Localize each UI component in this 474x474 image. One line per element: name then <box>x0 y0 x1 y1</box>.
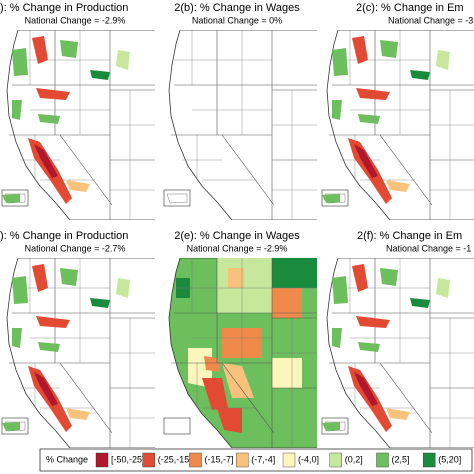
legend-label: [-50,-25] <box>111 454 145 464</box>
legend-title: % Change <box>46 454 88 464</box>
map-a <box>2 30 160 220</box>
legend-swatch <box>329 452 342 468</box>
panel-subtitle: National Change = 0% <box>192 15 282 25</box>
legend-label: (5,20] <box>438 454 461 464</box>
map-f <box>322 258 474 448</box>
panel-title: 2(e): % Change in Wages <box>174 230 300 242</box>
panel-subtitle: National Change = -3 <box>388 15 473 25</box>
legend-swatch <box>189 452 202 468</box>
legend-label: (-25,-15] <box>158 454 192 464</box>
panel-subtitle: National Change = -2.9% <box>187 243 288 253</box>
map-e <box>163 258 317 448</box>
panel-title: ): % Change in Production <box>0 230 128 242</box>
map-c <box>322 30 474 220</box>
panel-subtitle: National Change = -2.7% <box>25 243 126 253</box>
panel-subtitle: National Change = -1 <box>386 243 471 253</box>
legend-label: (0,2] <box>345 454 363 464</box>
map-b <box>163 30 317 220</box>
panel-subtitle: National Change = -2.9% <box>25 15 126 25</box>
panel-title: ): % Change in Production <box>0 2 128 14</box>
legend-label: (-4,0] <box>298 454 319 464</box>
legend-swatch <box>282 452 296 468</box>
legend-swatch <box>236 452 249 468</box>
panel-title: 2(f): % Change in Em <box>357 230 462 242</box>
legend: % Change [-50,-25] (-25,-15] (-15,-7] (-7,-… <box>39 448 473 472</box>
legend-swatch <box>423 452 436 468</box>
legend-label: (2,5] <box>392 454 410 464</box>
legend-swatch <box>95 452 109 468</box>
legend-swatch <box>142 452 155 468</box>
panel-title: 2(b): % Change in Wages <box>174 2 300 14</box>
map-d <box>2 258 160 448</box>
legend-label: (-15,-7] <box>205 454 234 464</box>
legend-swatch <box>376 452 389 468</box>
legend-label: (-7,-4] <box>251 454 275 464</box>
panel-title: 2(c): % Change in Em <box>356 2 464 14</box>
